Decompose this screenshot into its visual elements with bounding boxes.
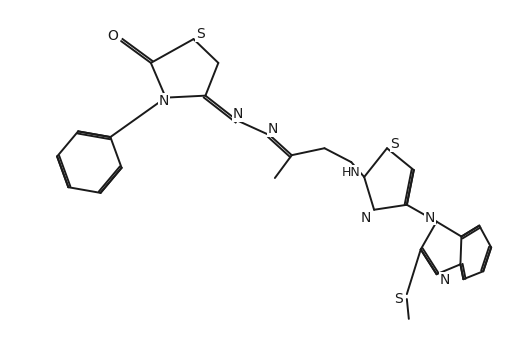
Text: N: N xyxy=(439,273,450,287)
Text: N: N xyxy=(268,122,278,136)
Text: S: S xyxy=(196,27,205,41)
Text: S: S xyxy=(391,137,399,151)
Text: HN: HN xyxy=(342,165,361,179)
Text: N: N xyxy=(425,211,435,225)
Text: N: N xyxy=(158,94,169,108)
Text: N: N xyxy=(233,108,243,121)
Text: N: N xyxy=(361,211,371,225)
Text: S: S xyxy=(394,292,403,306)
Text: O: O xyxy=(108,29,119,43)
